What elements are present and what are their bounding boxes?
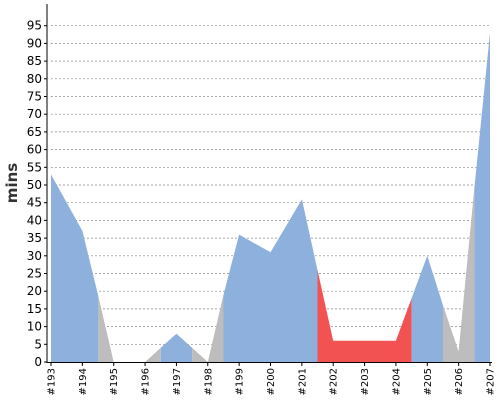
y-tick-label: 15 (27, 302, 42, 316)
x-tick-label: #198 (203, 368, 214, 395)
axes (46, 4, 492, 363)
x-tick-label: #202 (329, 368, 340, 395)
x-tick-label: #205 (423, 368, 434, 395)
y-tick-label: 0 (34, 355, 42, 369)
x-tick-label: #200 (266, 368, 277, 395)
y-tick-label: 60 (27, 143, 42, 157)
y-tick-labels: 0 5 10 15 20 25 30 35 40 45 50 55 60 65 70 75 80 85 90 95 (27, 19, 47, 369)
area-series (51, 32, 490, 363)
y-tick-label: 55 (27, 160, 42, 174)
y-axis-label: mins (3, 163, 21, 203)
y-tick-label: 65 (27, 125, 42, 139)
y-tick-label: 50 (27, 178, 42, 192)
x-tick-label: #201 (297, 368, 308, 395)
y-tick-label: 5 (34, 337, 42, 351)
y-tick-label: 85 (27, 54, 42, 68)
y-tick-label: 80 (27, 72, 42, 86)
area-segment (474, 32, 490, 363)
x-tick-label: #196 (141, 368, 152, 395)
area-segment (411, 255, 443, 362)
area-segment (317, 270, 412, 362)
x-tick-label: #203 (360, 368, 371, 395)
x-tick-label: #199 (235, 368, 246, 395)
y-tick-label: 70 (27, 107, 42, 121)
y-tick-label: 10 (27, 320, 42, 334)
area-segment (160, 333, 193, 362)
x-tick-label: #194 (78, 368, 89, 395)
area-segment (51, 174, 98, 362)
y-tick-label: 45 (27, 196, 42, 210)
area-segment (98, 294, 161, 362)
x-tick-label: #207 (486, 368, 497, 395)
x-tick-label: #193 (47, 368, 58, 395)
y-tick-label: 30 (27, 249, 42, 263)
y-tick-label: 25 (27, 267, 42, 281)
area-segment (223, 199, 318, 362)
area-segment (192, 294, 224, 362)
area-segment (443, 188, 475, 362)
x-tick-label: #204 (391, 368, 402, 395)
y-tick-label: 40 (27, 213, 42, 227)
x-tick-label: #197 (172, 368, 183, 395)
x-tick-label: #195 (109, 368, 120, 395)
gridlines (51, 25, 490, 345)
y-tick-label: 90 (27, 36, 42, 50)
y-tick-label: 75 (27, 90, 42, 104)
x-tick-label: #206 (454, 368, 465, 395)
y-tick-label: 95 (27, 19, 42, 33)
x-tick-labels: #193 #194 #195 #196 #197 #198 #199 #200 #201 #202… (47, 362, 497, 395)
y-tick-label: 20 (27, 284, 42, 298)
y-tick-label: 35 (27, 231, 42, 245)
